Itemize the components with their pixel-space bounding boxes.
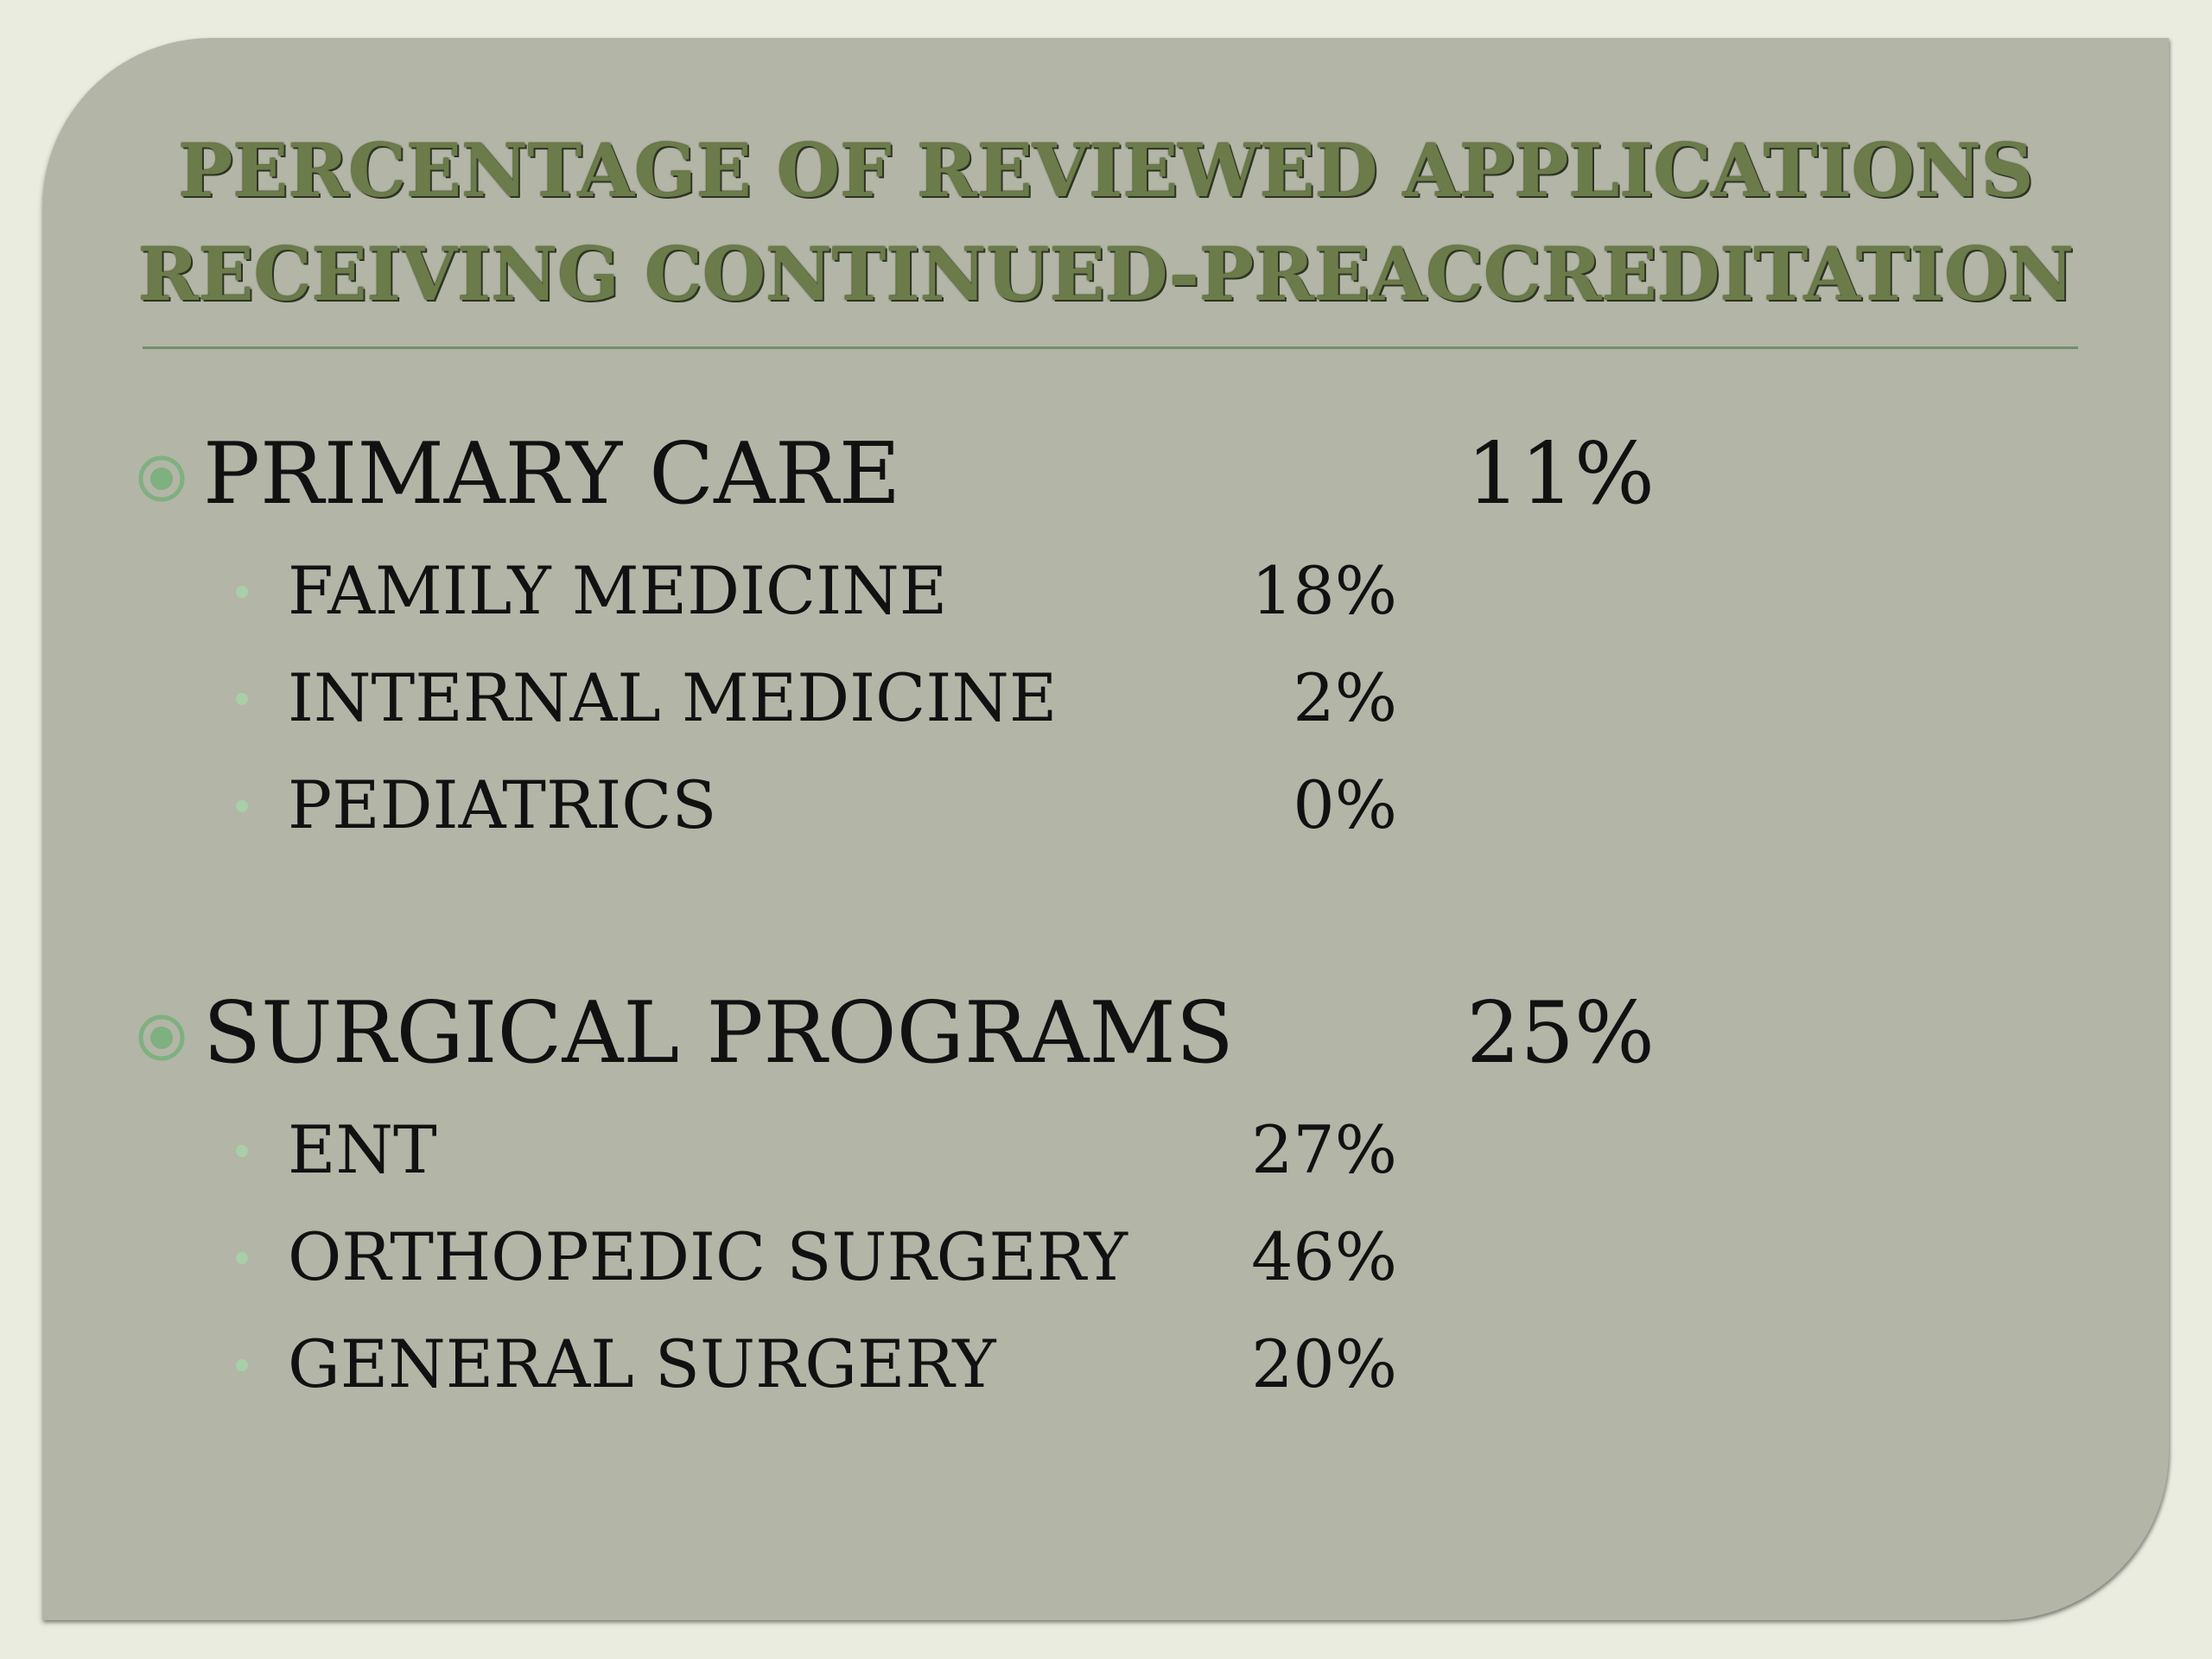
item-label: GENERAL SURGERY <box>288 1325 996 1402</box>
item-percent: 0% <box>1293 766 1397 843</box>
item-percent: 20% <box>1251 1325 1397 1402</box>
slide-panel <box>42 38 2169 1620</box>
bullet-dot-icon <box>236 586 248 598</box>
title-line-2: RECEIVING CONTINUED-PREACCREDITATION <box>138 232 2075 317</box>
slide-title: PERCENTAGE OF REVIEWED APPLICATIONS RECE… <box>138 119 2074 327</box>
list-item: GENERAL SURGERY 20% <box>0 1321 2212 1408</box>
list-item: INTERNAL MEDICINE 2% <box>0 655 2212 741</box>
item-percent: 2% <box>1293 659 1397 736</box>
group-percent: 11% <box>1466 425 1655 524</box>
circled-dot-icon <box>138 455 185 502</box>
list-item: PEDIATRICS 0% <box>0 762 2212 849</box>
list-item: ORTHOPEDIC SURGERY 46% <box>0 1214 2212 1300</box>
item-percent: 46% <box>1251 1218 1397 1295</box>
item-label: ORTHOPEDIC SURGERY <box>288 1218 1128 1295</box>
item-label: PEDIATRICS <box>288 766 717 843</box>
circled-dot-icon <box>138 1014 185 1061</box>
bullet-dot-icon <box>236 800 248 812</box>
bullet-dot-icon <box>236 1252 248 1264</box>
group-header: PRIMARY CARE 11% <box>0 423 2212 526</box>
item-label: ENT <box>288 1111 437 1188</box>
bullet-dot-icon <box>236 1359 248 1371</box>
group-percent: 25% <box>1466 984 1655 1083</box>
bullet-dot-icon <box>236 693 248 705</box>
item-percent: 18% <box>1251 552 1397 629</box>
item-label: FAMILY MEDICINE <box>288 552 948 629</box>
bullet-dot-icon <box>236 1145 248 1157</box>
group-label: PRIMARY CARE <box>203 425 901 524</box>
group-header: SURGICAL PROGRAMS 25% <box>0 982 2212 1085</box>
list-item: FAMILY MEDICINE 18% <box>0 548 2212 634</box>
list-item: ENT 27% <box>0 1107 2212 1193</box>
item-label: INTERNAL MEDICINE <box>288 659 1058 736</box>
title-divider <box>143 346 2078 349</box>
title-line-1: PERCENTAGE OF REVIEWED APPLICATIONS <box>178 128 2034 213</box>
group-label: SURGICAL PROGRAMS <box>203 984 1234 1083</box>
item-percent: 27% <box>1251 1111 1397 1188</box>
